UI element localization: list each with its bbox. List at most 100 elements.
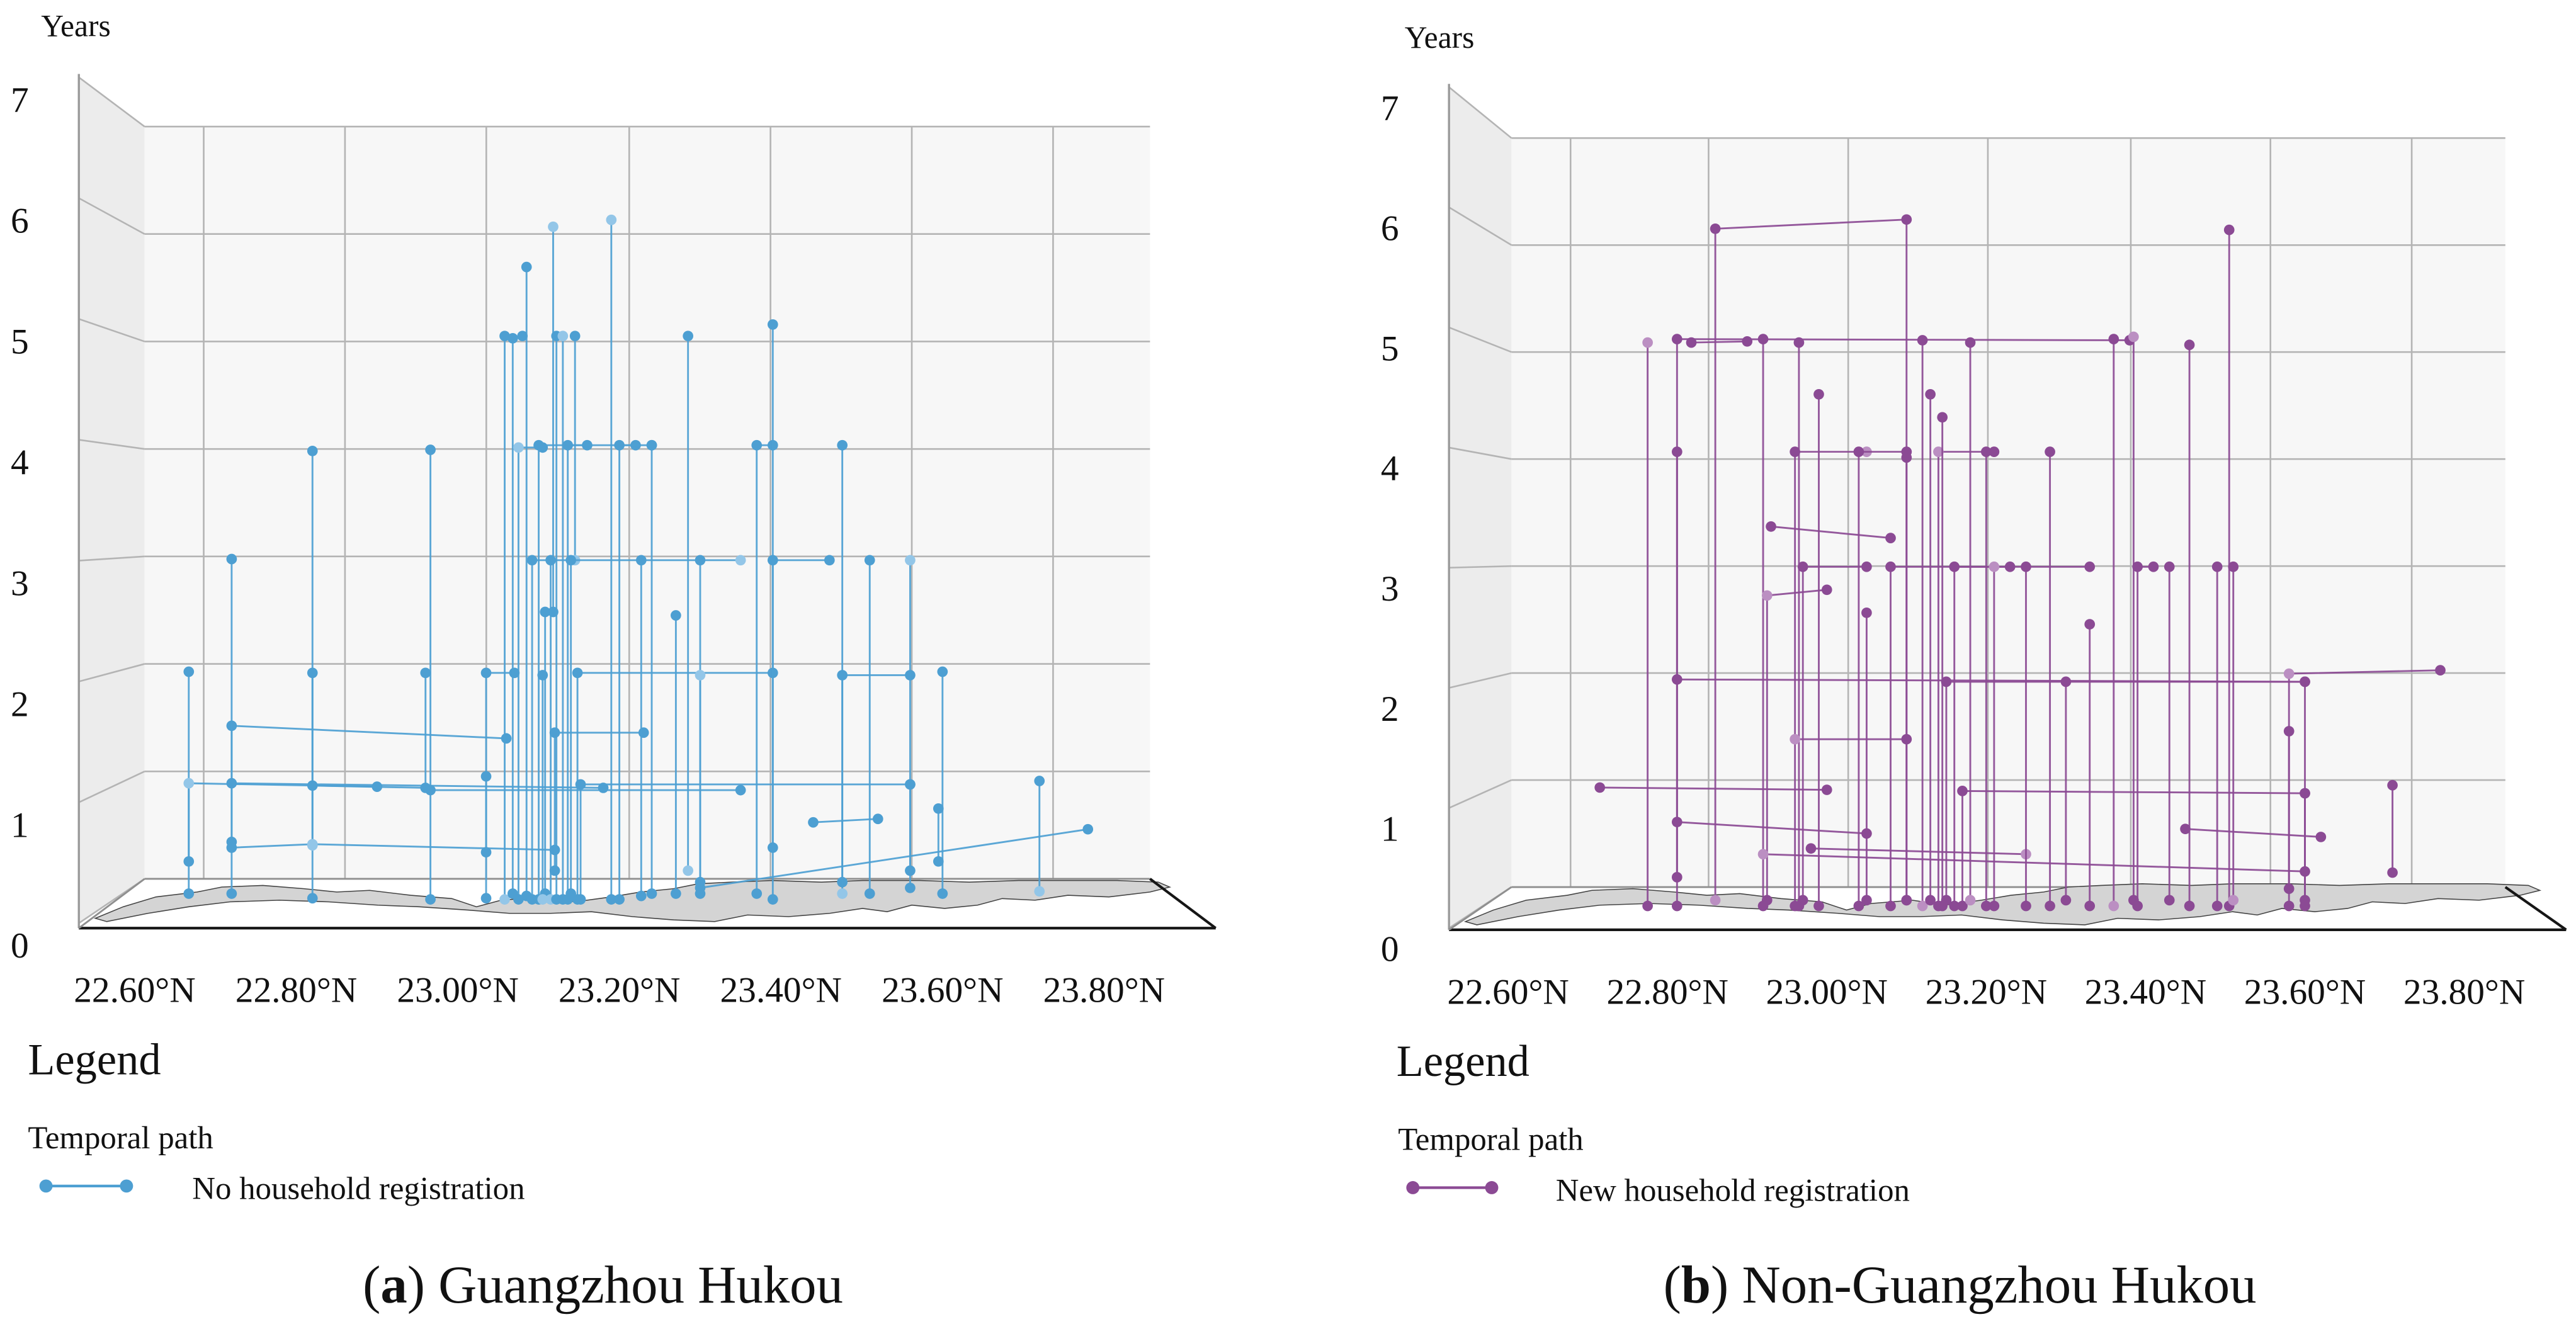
path-point	[614, 439, 625, 451]
path-point	[1766, 521, 1776, 532]
path-point	[575, 779, 586, 790]
path-point	[420, 667, 431, 679]
path-point	[517, 331, 528, 342]
path-point	[2228, 561, 2239, 572]
path-point	[767, 555, 778, 566]
path-point	[671, 610, 681, 621]
path-point	[1917, 335, 1928, 346]
temporal-path	[1677, 821, 1867, 835]
path-point	[735, 555, 746, 566]
path-point	[1949, 900, 1960, 912]
base-map	[1463, 883, 2542, 925]
legend-swatch-icon	[39, 1179, 133, 1193]
path-point	[1671, 334, 1682, 344]
path-point	[545, 555, 556, 566]
temporal-path	[231, 782, 604, 789]
path-point	[1671, 446, 1682, 457]
y-tick-label: 6	[11, 201, 29, 241]
legend-series-label: New household registration	[1556, 1173, 1910, 1208]
path-point	[2060, 676, 2072, 687]
path-point	[695, 670, 706, 681]
panel-a-chart: 0 1 2 3 4 5 6 7 22.60°N 22.80°N 23.00°N 23.20°N 23.4…	[11, 9, 1217, 1010]
side-gridline-y	[78, 771, 145, 803]
path-point	[2223, 224, 2235, 235]
x-tick-label: 22.80°N	[235, 971, 357, 1010]
temporal-path	[700, 828, 1088, 889]
legend-heading: Legend	[1397, 1037, 1529, 1086]
legend-swatch-point	[39, 1179, 53, 1193]
path-point	[2021, 900, 2031, 912]
path-point	[1981, 900, 1992, 912]
path-point	[480, 893, 492, 904]
side-gridline-y	[1448, 206, 1512, 246]
x-tick-label: 22.60°N	[74, 971, 195, 1010]
temporal-path	[1599, 786, 1827, 791]
path-point	[1034, 886, 1045, 897]
x-tick-label: 22.80°N	[1606, 972, 1728, 1012]
path-point	[2128, 895, 2139, 906]
back-wall	[1511, 138, 2505, 888]
y-axis-title: Years	[1405, 20, 1475, 55]
path-point	[1594, 782, 1606, 793]
path-point	[646, 439, 657, 451]
floor-left-edge	[1448, 886, 1512, 931]
path-point	[1989, 446, 2000, 457]
path-point	[548, 221, 559, 232]
path-point	[533, 439, 544, 451]
y-tick-label: 4	[11, 443, 29, 482]
path-point	[526, 555, 538, 566]
path-point	[1949, 561, 1960, 572]
path-point	[1885, 561, 1896, 572]
path-point	[499, 331, 510, 342]
path-point	[565, 555, 576, 566]
side-gridline-y	[78, 76, 145, 128]
path-point	[2184, 339, 2195, 351]
temporal-path	[1771, 525, 1891, 540]
path-point	[2128, 331, 2139, 342]
path-point	[2228, 895, 2239, 906]
path-point	[1989, 900, 2000, 912]
path-point	[1813, 388, 1824, 400]
caption-b: (b) Non-Guangzhou Hukou	[1664, 1255, 2257, 1315]
path-point	[183, 856, 195, 867]
path-point	[1710, 223, 1721, 234]
x-tick-label: 23.80°N	[2403, 972, 2525, 1012]
path-point	[183, 666, 195, 677]
path-point	[1742, 336, 1753, 347]
path-point	[751, 439, 763, 451]
path-point	[1933, 446, 1944, 457]
path-point	[1642, 337, 1653, 348]
path-point	[2060, 895, 2072, 906]
x-tick-label: 23.40°N	[2085, 972, 2206, 1012]
path-point	[2108, 334, 2119, 344]
left-wall	[79, 77, 145, 924]
path-point	[2283, 900, 2295, 912]
path-point	[1965, 895, 1976, 906]
path-point	[307, 839, 318, 850]
path-point	[1941, 895, 1952, 906]
path-point	[1981, 446, 1992, 457]
caption-text: ) Non-Guangzhou Hukou	[1711, 1255, 2256, 1315]
x-tick-label: 23.60°N	[882, 971, 1003, 1010]
x-tick-label: 23.00°N	[397, 971, 518, 1010]
path-point	[767, 894, 778, 905]
path-point	[499, 894, 510, 905]
legend-b: Legend Temporal path New household regis…	[1397, 1037, 1910, 1208]
path-point	[2132, 561, 2143, 572]
legend-subheading: Temporal path	[28, 1121, 213, 1156]
path-point	[1853, 900, 1864, 912]
path-point	[2021, 561, 2031, 572]
path-point	[824, 555, 835, 566]
path-point	[480, 667, 492, 679]
path-point	[1671, 817, 1682, 828]
path-point	[507, 332, 518, 344]
side-gridline-y	[78, 663, 145, 682]
path-point	[572, 667, 583, 679]
path-point	[2387, 867, 2398, 878]
path-point	[1885, 900, 1896, 912]
path-point	[1813, 900, 1824, 912]
y-tick-label: 3	[1381, 569, 1399, 609]
path-point	[575, 894, 586, 905]
side-gridline-y	[1448, 779, 1512, 809]
path-point	[1941, 676, 1952, 687]
